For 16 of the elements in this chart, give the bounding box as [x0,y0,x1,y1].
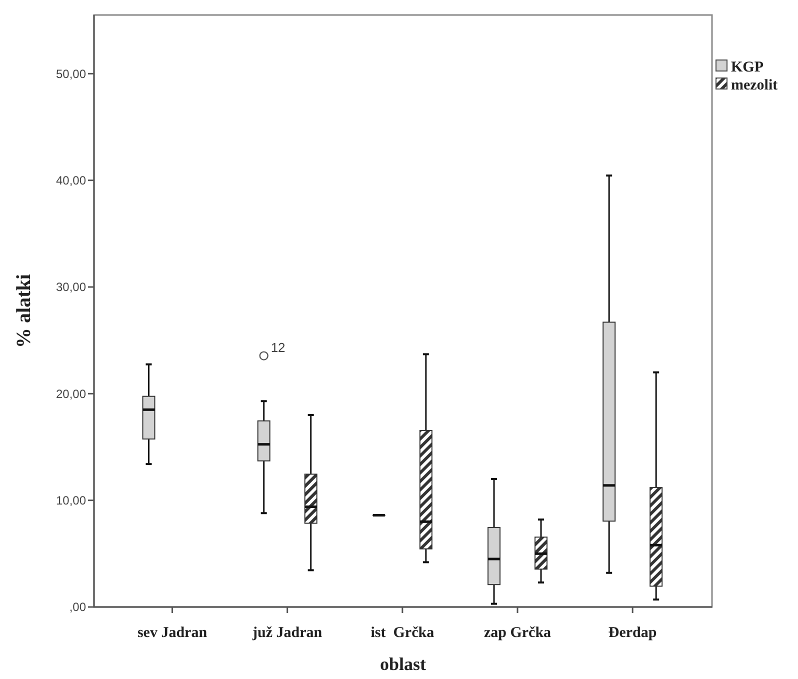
y-tick-label: 30,00 [56,280,86,294]
y-axis-title: % alatki [13,274,35,348]
y-tick-label: 50,00 [56,66,86,81]
legend-label: KGP [731,59,764,76]
y-tick-label: ,00 [69,600,86,614]
x-tick-label: sev Jadran [137,625,208,641]
legend-label: mezolit [731,77,778,94]
x-tick-label: zap Grčka [484,625,552,641]
x-tick-label: ist Grčka [370,625,435,641]
x-axis-title: oblast [380,654,426,674]
x-tick-label: juž Jadran [252,625,323,641]
annotation: 12 [270,340,286,355]
x-tick-label: Đerdap [608,625,657,641]
y-tick-label: 10,00 [56,494,86,508]
y-tick-label: 40,00 [56,174,86,188]
y-tick-label: 20,00 [56,386,86,401]
